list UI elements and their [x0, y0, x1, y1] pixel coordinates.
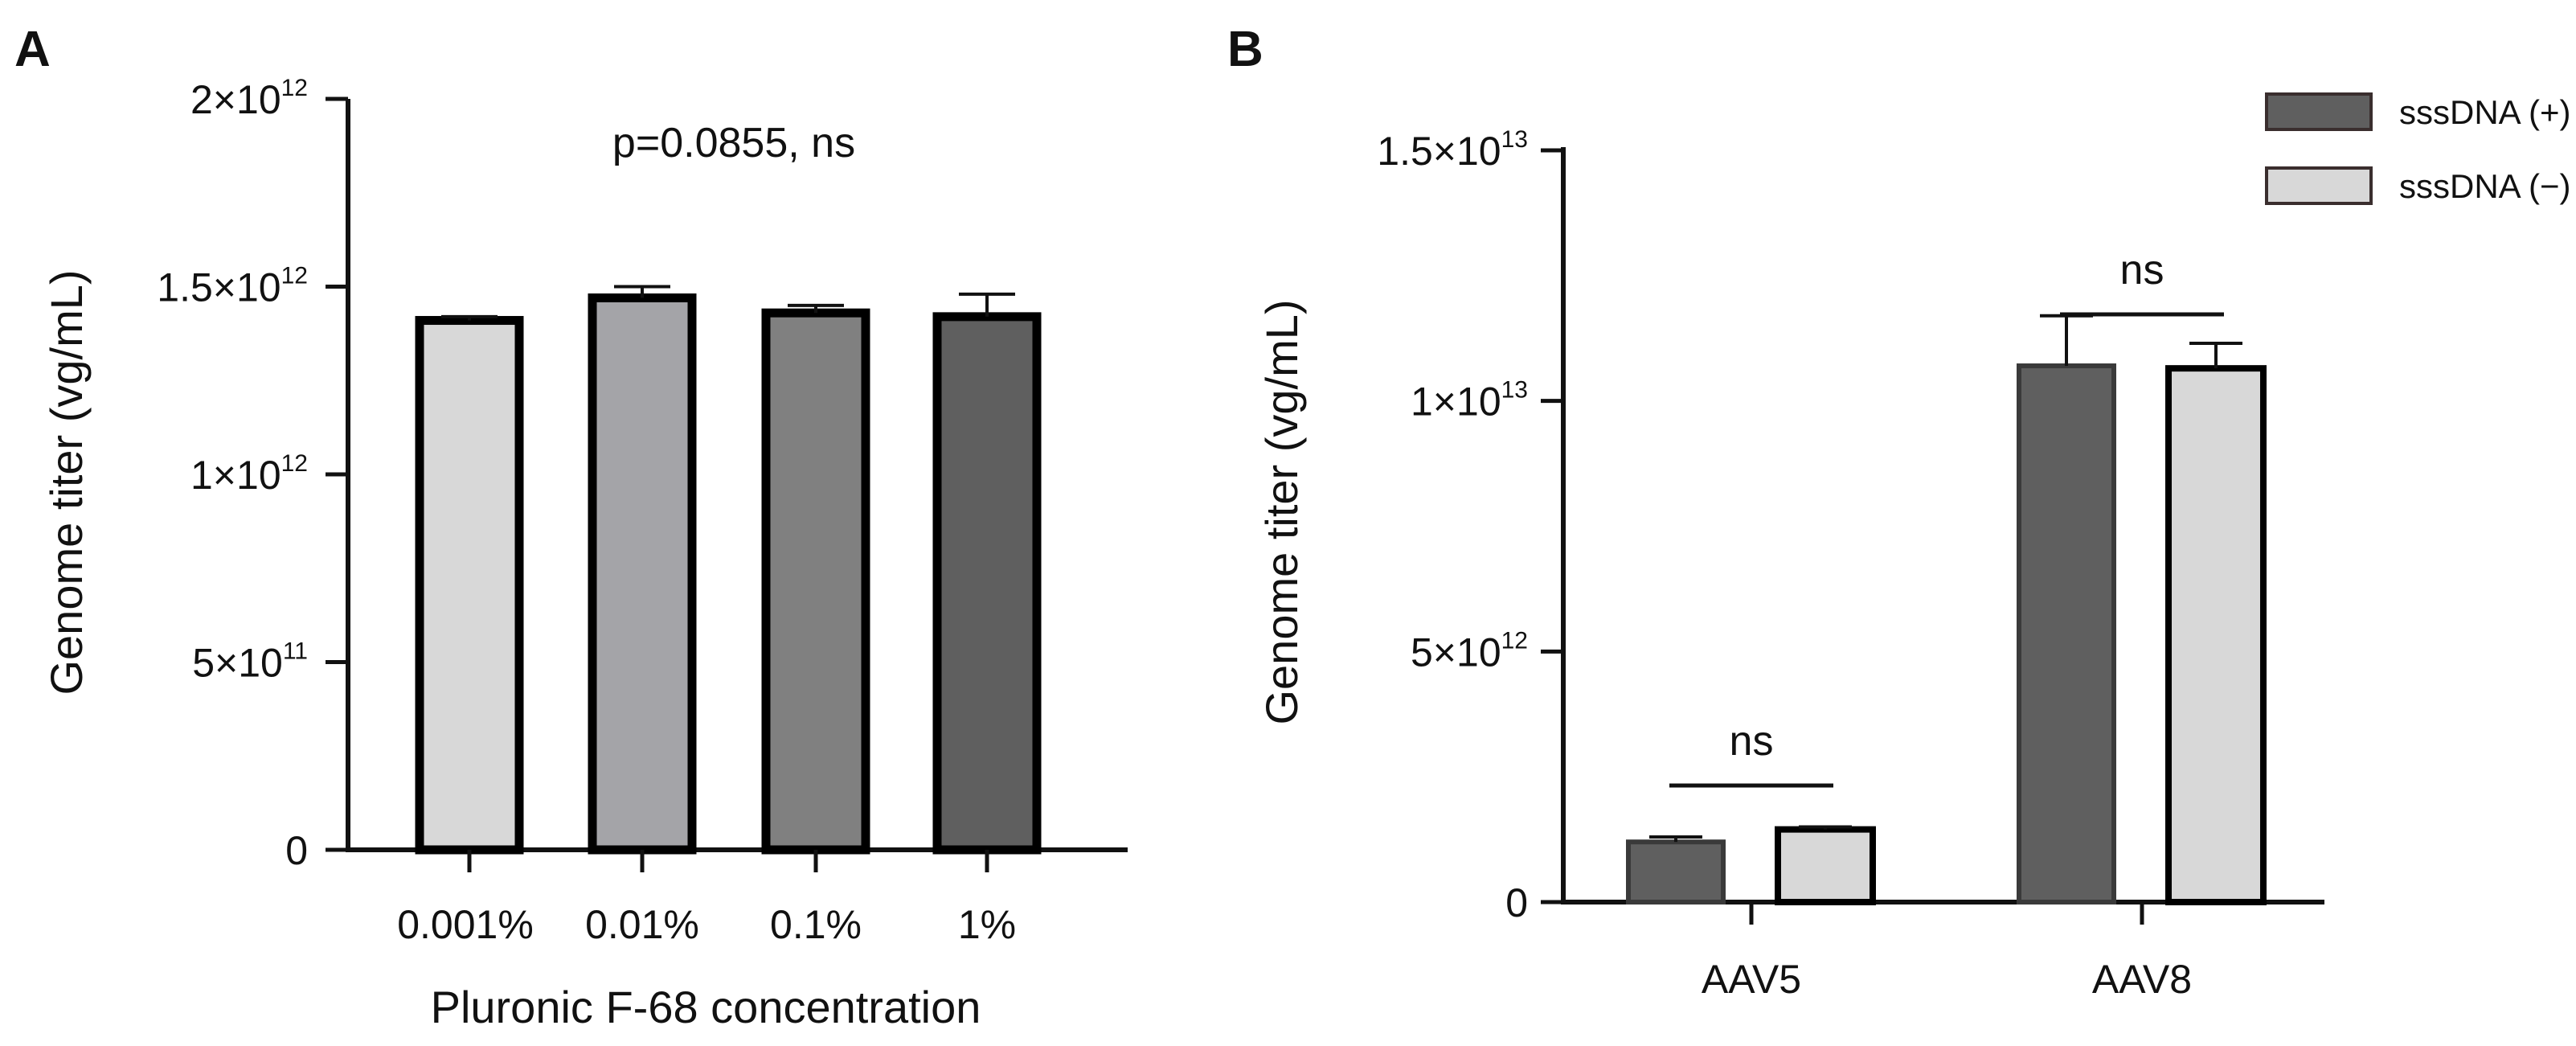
y-tick-label: 0	[285, 828, 308, 873]
bar	[1778, 830, 1873, 902]
significance-label: ns	[1730, 718, 1774, 765]
significance-label: ns	[2120, 247, 2164, 293]
y-tick-label: 2×1012	[190, 75, 308, 122]
legend-swatch	[2267, 94, 2371, 129]
chart-b: 0 5×1012 1×1013 1.5×1013 AAV5 AAV8 ns ns Genome …	[1256, 93, 2571, 1002]
panel-label-b: B	[1227, 22, 1263, 77]
bar	[2019, 366, 2114, 902]
x-tick-label: 0.1%	[770, 902, 862, 947]
bar	[592, 298, 692, 850]
legend-label: sssDNA (+)	[2399, 93, 2571, 131]
y-axis-title: Genome titer (vg/mL)	[41, 269, 92, 695]
y-axis-title: Genome titer (vg/mL)	[1256, 299, 1307, 724]
bar	[766, 313, 866, 850]
y-tick-label: 5×1011	[192, 638, 308, 686]
bar	[1628, 842, 1723, 902]
x-axis-title: Pluronic F-68 concentration	[431, 982, 981, 1032]
y-tick-label: 1×1013	[1411, 377, 1528, 425]
legend-label: sssDNA (−)	[2399, 167, 2571, 205]
y-tick-label: 1.5×1013	[1377, 126, 1528, 174]
x-tick-label: AAV8	[2092, 957, 2192, 1002]
bar	[937, 317, 1037, 850]
chart-a: 0 5×1011 1×1012 1.5×1012 2×1012 0.001% 0.01% 0.…	[41, 75, 1128, 1032]
x-tick-label: 0.01%	[585, 902, 699, 947]
bar	[420, 321, 519, 850]
x-tick-label: 0.001%	[397, 902, 534, 947]
y-tick-label: 0	[1505, 880, 1528, 925]
y-tick-label: 5×1012	[1411, 627, 1528, 675]
y-tick-label: 1×1012	[190, 450, 308, 498]
bar	[2169, 368, 2263, 902]
panel-label-a: A	[14, 22, 51, 77]
p-value-annotation: p=0.0855, ns	[612, 120, 855, 166]
x-tick-label: 1%	[958, 902, 1016, 947]
y-tick-label: 1.5×1012	[157, 263, 308, 310]
legend-swatch	[2267, 168, 2371, 203]
figure-canvas: A B 0 5×1011 1×1012 1.5×1012 2×1012 0.001% 0.0…	[0, 0, 2576, 1046]
x-tick-label: AAV5	[1702, 957, 1801, 1002]
